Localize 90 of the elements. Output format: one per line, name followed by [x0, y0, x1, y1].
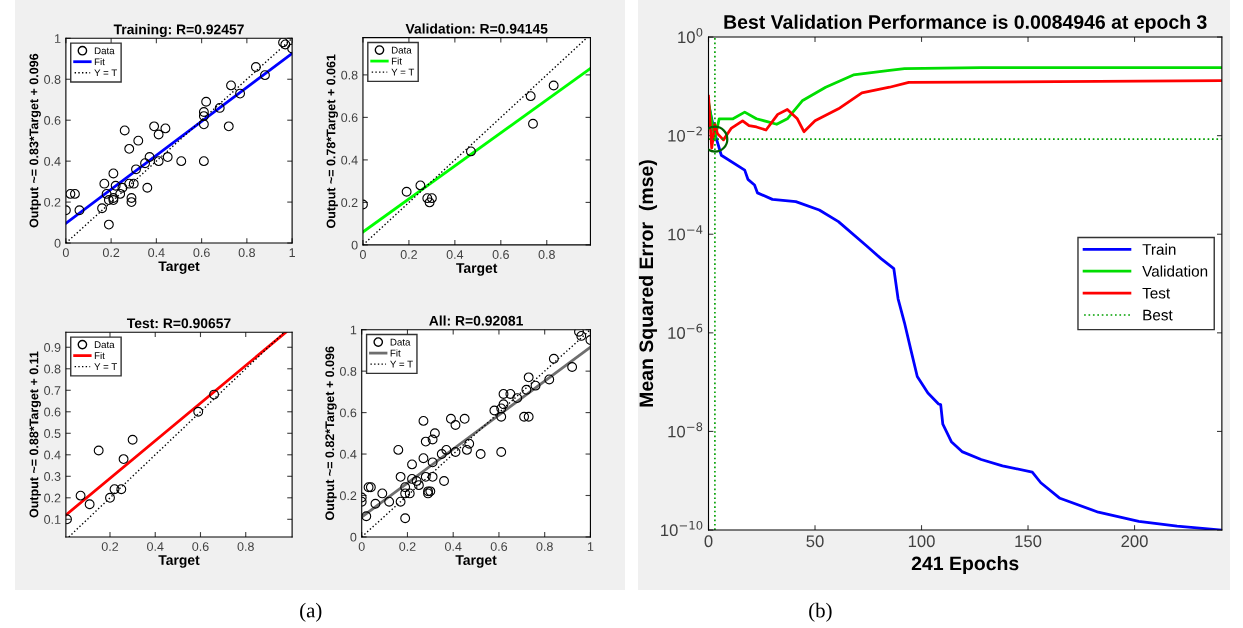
y-tick-label: 0 [54, 238, 61, 248]
y-tick-label: 0.9 [44, 343, 61, 352]
y-tick-label: 1 [350, 325, 357, 335]
y-axis-title: Output ~= 0.88*Target + 0.11 [29, 351, 41, 518]
x-tick-label: 0.4 [445, 542, 462, 551]
x-tick-label: 0 [704, 535, 713, 548]
y-axis-title: Output ~= 0.83*Target + 0.096 [29, 53, 41, 228]
x-tick-label: 200 [1121, 535, 1148, 548]
legend-label: Data [94, 341, 115, 349]
x-tick-label: 0.8 [538, 250, 555, 259]
y-tick-label: 0.2 [44, 493, 61, 503]
x-axis-title: Target [456, 263, 498, 276]
y-tick-label: 0.6 [44, 116, 61, 125]
chart-title: Training: R=0.92457 [113, 24, 244, 38]
legend-label: Data [94, 47, 115, 55]
x-tick-label: 0.2 [101, 542, 119, 551]
y-tick-label: 0.6 [341, 113, 358, 123]
legend-label: Y = T [94, 363, 118, 371]
x-tick-label: 1 [587, 542, 594, 551]
legend-label: Best [1143, 309, 1173, 321]
legend-label: Train [1142, 243, 1176, 255]
y-tick-label: 10$^{−4}$ [668, 225, 703, 241]
chart-title: All: R=0.92081 [429, 315, 523, 326]
legend-label: Data [391, 46, 412, 54]
y-tick-label: 0.5 [44, 429, 61, 438]
y-tick-label: 0.2 [339, 491, 357, 501]
x-tick-label: 1 [289, 248, 295, 257]
y-axis-title: Mean Squared Error (mse) [638, 160, 658, 407]
legend-label: Y = T [391, 68, 415, 76]
y-tick-label: 10$^{−6}$ [668, 323, 703, 339]
x-tick-label: 50 [806, 535, 824, 548]
x-tick-label: 150 [1015, 535, 1042, 548]
x-tick-label: 0.2 [400, 250, 417, 259]
legend-label: Test [1142, 287, 1171, 299]
x-axis-title: Target [455, 555, 497, 568]
chart-title: Best Validation Performance is 0.0084946 at epoch 3 [724, 14, 1207, 33]
y-tick-label: 0.2 [341, 198, 358, 208]
y-axis-title: Output ~= 0.78*Target + 0.061 [326, 54, 338, 229]
y-tick-label: 1 [55, 34, 61, 43]
x-tick-label: 0.8 [536, 542, 553, 551]
x-axis-title: 241 Epochs [911, 555, 1019, 575]
y-tick-label: 10$^{−10}$ [661, 520, 703, 537]
y-tick-label: 0.4 [341, 155, 358, 165]
legend-label: Validation [1142, 265, 1208, 277]
y-tick-label: 0 [351, 240, 358, 250]
legend-label: Fit [391, 57, 402, 65]
x-tick-label: 0.6 [193, 248, 210, 258]
chart-title: Validation: R=0.94145 [405, 23, 548, 34]
y-tick-label: 10$^{−8}$ [668, 422, 703, 438]
legend-label: Fit [94, 351, 105, 360]
y-tick-label: 10$^{−2}$ [668, 126, 702, 142]
legend-label: Data [390, 338, 411, 346]
y-tick-label: 0.8 [44, 364, 61, 374]
y-tick-label: 10$^{0}$ [678, 27, 703, 44]
x-tick-label: 0.4 [148, 248, 165, 258]
x-tick-label: 0 [358, 542, 365, 551]
text: (b) [809, 602, 832, 622]
y-tick-label: 0.3 [44, 472, 61, 481]
legend-label: Y = T [94, 69, 118, 77]
x-tick-label: 0.8 [238, 248, 256, 258]
y-axis-title: Output ~= 0.82*Target + 0.096 [325, 346, 337, 521]
y-tick-label: 0.6 [339, 408, 357, 418]
y-tick-label: 0.6 [44, 407, 61, 417]
y-tick-label: 0.2 [44, 197, 61, 207]
x-tick-label: 0.6 [492, 250, 509, 259]
x-tick-label: 0.6 [490, 542, 508, 551]
x-tick-label: 0.4 [147, 542, 164, 551]
y-tick-label: 0.8 [339, 366, 357, 376]
y-tick-label: 0.8 [341, 70, 358, 80]
y-tick-label: 0.8 [44, 75, 61, 84]
y-tick-label: 0.4 [44, 450, 61, 460]
y-tick-label: 0.1 [44, 515, 61, 524]
x-tick-label: 100 [908, 535, 935, 548]
y-tick-label: 0.4 [339, 449, 357, 459]
x-tick-label: 0 [359, 250, 366, 259]
y-tick-label: 0.7 [44, 386, 61, 395]
x-tick-label: 0.6 [192, 542, 209, 551]
x-tick-label: 0.2 [102, 248, 120, 258]
chart-title: Test: R=0.90657 [126, 318, 231, 329]
x-tick-label: 0.4 [446, 250, 464, 259]
x-axis-title: Target [158, 261, 200, 274]
x-tick-label: 0.2 [399, 542, 416, 551]
legend-label: Fit [390, 349, 401, 357]
x-tick-label: 0.8 [237, 542, 254, 551]
y-tick-label: 0.4 [44, 156, 61, 166]
legend-label: Y = T [390, 360, 413, 368]
text: (a) [300, 602, 322, 622]
x-tick-label: 0 [62, 248, 69, 258]
legend-label: Fit [94, 58, 105, 66]
x-axis-title: Target [158, 555, 200, 568]
